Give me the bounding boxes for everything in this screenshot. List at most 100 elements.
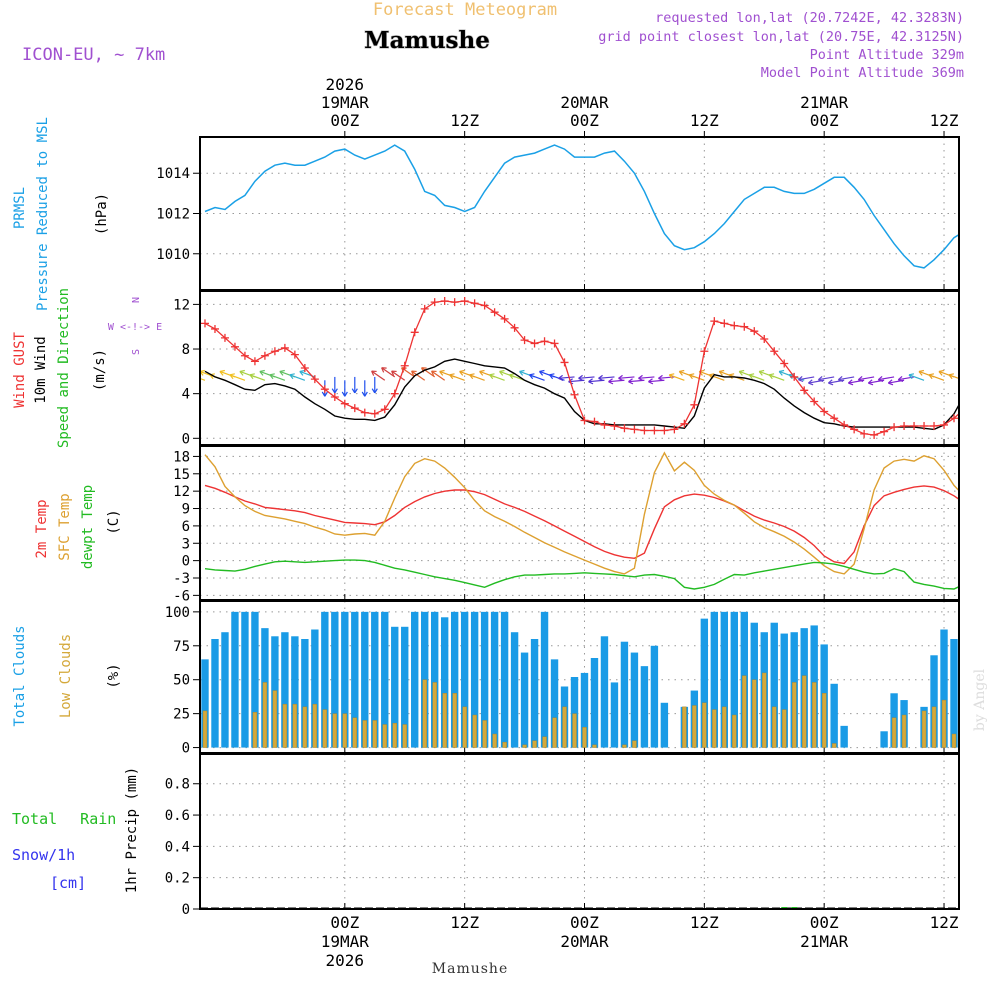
time-label-bottom: 12Z <box>690 913 719 932</box>
wind-barb-head <box>324 391 328 397</box>
wind-barb-head <box>818 375 823 381</box>
wind-barb <box>371 370 386 381</box>
wind-barb-head <box>798 379 804 383</box>
wind-barb-shaft <box>598 376 615 379</box>
wind-barb <box>411 370 426 381</box>
wind-gust-marker <box>450 298 459 307</box>
wind-gust-marker <box>320 385 329 394</box>
low-cloud-bar <box>821 693 827 748</box>
wind-barb-head <box>578 374 583 379</box>
wind-gust-marker <box>680 419 689 428</box>
wind-barb <box>361 380 368 397</box>
wind-barb-head <box>289 374 294 380</box>
low-cloud-bar <box>951 733 957 748</box>
wind-barb-head <box>479 371 484 376</box>
temperature-ytick-label: 15 <box>173 467 190 483</box>
time-label-top: 20MAR <box>560 93 609 112</box>
wind-gust-marker <box>610 422 619 431</box>
time-label-top: 00Z <box>570 111 599 130</box>
wind-barb-head <box>658 377 664 382</box>
total-cloud-bar <box>301 639 309 748</box>
cloud-label-total: Total Clouds <box>12 625 28 726</box>
low-cloud-bar <box>702 702 707 748</box>
wind-gust-markers <box>200 297 959 439</box>
model-label: ICON-EU, ~ 7km <box>22 45 165 65</box>
precip-unit: 1hr Precip (mm) <box>124 767 140 893</box>
low-cloud-bar <box>712 709 717 748</box>
low-cloud-bar <box>302 706 308 748</box>
wind-barb-head <box>598 377 604 382</box>
temperature-ytick-label: 3 <box>182 536 190 552</box>
low-cloud-bar <box>332 713 338 748</box>
wind-barb-shaft <box>878 376 895 381</box>
wind-barb-shaft <box>578 376 595 379</box>
total-cloud-bar <box>510 632 519 748</box>
wind-gust-marker <box>640 426 649 435</box>
wind-barb <box>341 380 348 397</box>
total-cloud-bar <box>401 626 409 748</box>
wind-barb <box>618 374 635 382</box>
low-cloud-bar <box>931 706 937 748</box>
total-cloud-bar <box>291 636 299 748</box>
pressure-ytick-label: 1010 <box>156 247 190 263</box>
wind-gust-marker <box>630 425 639 434</box>
wind-gust-marker <box>220 333 229 342</box>
wind-gust-marker <box>410 328 419 337</box>
pressure-ytick-label: 1012 <box>156 207 190 223</box>
temp-label-dew: dewpt Temp <box>80 485 96 569</box>
wind-gust-marker <box>910 422 919 431</box>
total-cloud-bar <box>211 639 219 748</box>
wind-gust-marker <box>670 425 679 434</box>
wind-barb-head <box>838 379 844 383</box>
low-cloud-bars <box>202 672 957 748</box>
wind-barb-head <box>598 374 603 379</box>
wind-gust-marker <box>870 430 879 439</box>
low-cloud-bar <box>322 709 328 748</box>
wind-barb-head <box>729 373 735 376</box>
wind-barb <box>638 374 655 382</box>
wind-barb-head <box>748 374 753 380</box>
wind-barb-head <box>549 374 554 380</box>
total-cloud-bar <box>341 611 349 748</box>
total-cloud-bar <box>550 659 559 748</box>
wind-gust-marker <box>780 359 789 368</box>
wind-barb <box>200 377 206 381</box>
wind-barb-head <box>331 388 336 394</box>
clouds-ytick-label: 25 <box>173 707 190 723</box>
wind-gust-marker <box>550 339 559 348</box>
wind-gust-marker <box>950 414 959 423</box>
wind-barb-head <box>658 374 663 379</box>
wind-barb-head <box>509 373 515 376</box>
low-cloud-bar <box>472 714 477 748</box>
wind-barb-head <box>229 374 234 380</box>
wind-barb-head <box>688 374 693 380</box>
wind-gust-marker <box>900 422 909 431</box>
wind-barb-shaft <box>200 377 206 381</box>
wind-gust-marker <box>280 343 289 352</box>
low-cloud-bar <box>682 706 687 748</box>
wind-barb-head <box>818 379 824 383</box>
wind-barb-head <box>638 374 643 379</box>
precip-frame <box>199 753 960 910</box>
total-cloud-bar <box>730 611 738 748</box>
cloud-unit: (%) <box>106 663 122 688</box>
time-label-top: 21MAR <box>800 93 849 112</box>
wind-barb <box>391 370 406 381</box>
low-cloud-bar <box>382 724 387 748</box>
wind-barb-head <box>489 374 494 380</box>
wind-barb <box>958 370 959 373</box>
total-cloud-bar <box>371 611 379 748</box>
wind-barb-head <box>279 371 284 376</box>
low-cloud-bar <box>742 675 747 748</box>
total-cloud-bar <box>361 611 369 748</box>
wind-barb <box>578 374 595 382</box>
wind-barb-head <box>897 375 903 381</box>
total-cloud-bar <box>540 611 549 748</box>
low-cloud-bar <box>772 706 777 748</box>
wind-barb-head <box>391 370 395 376</box>
temperature-labels: 2m Temp SFC Temp dewpt Temp (C) <box>34 485 122 569</box>
temperature-ytick-label: 6 <box>182 519 190 535</box>
wind-gust-marker <box>340 399 349 408</box>
